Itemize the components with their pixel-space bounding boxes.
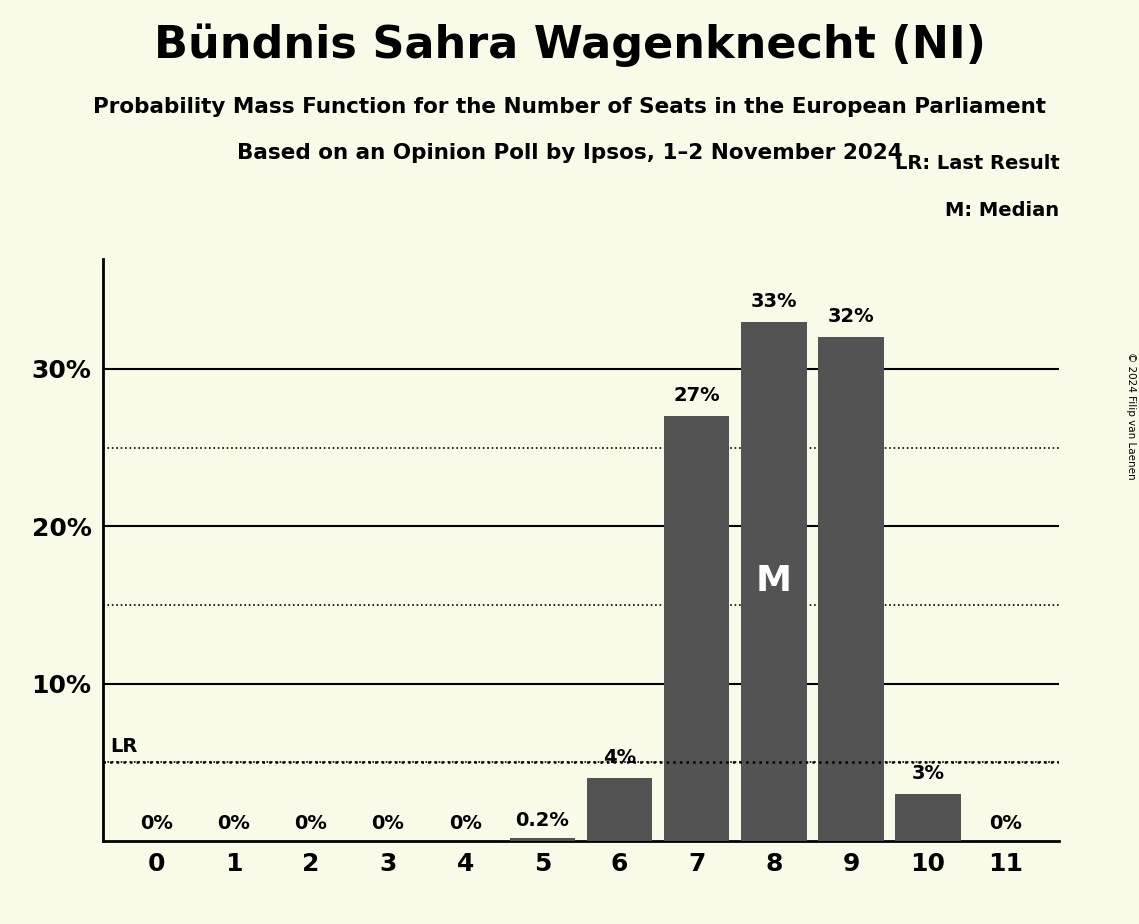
Bar xyxy=(818,337,884,841)
Bar xyxy=(509,838,575,841)
Text: Bündnis Sahra Wagenknecht (NI): Bündnis Sahra Wagenknecht (NI) xyxy=(154,23,985,67)
Text: Based on an Opinion Poll by Ipsos, 1–2 November 2024: Based on an Opinion Poll by Ipsos, 1–2 N… xyxy=(237,143,902,164)
Text: 3%: 3% xyxy=(911,763,944,783)
Text: 0%: 0% xyxy=(989,814,1022,833)
Text: 0%: 0% xyxy=(294,814,327,833)
Bar xyxy=(587,778,653,841)
Bar xyxy=(664,416,729,841)
Text: 0%: 0% xyxy=(371,814,404,833)
Text: 4%: 4% xyxy=(603,748,636,767)
Text: 0%: 0% xyxy=(449,814,482,833)
Text: 27%: 27% xyxy=(673,386,720,405)
Text: 33%: 33% xyxy=(751,292,797,310)
Text: 32%: 32% xyxy=(828,308,875,326)
Text: LR: Last Result: LR: Last Result xyxy=(894,154,1059,173)
Text: M: M xyxy=(756,565,792,598)
Text: 0%: 0% xyxy=(218,814,251,833)
Bar xyxy=(741,322,806,841)
Bar xyxy=(895,794,961,841)
Text: © 2024 Filip van Laenen: © 2024 Filip van Laenen xyxy=(1126,352,1136,480)
Text: 0%: 0% xyxy=(140,814,173,833)
Text: M: Median: M: Median xyxy=(945,201,1059,220)
Text: Probability Mass Function for the Number of Seats in the European Parliament: Probability Mass Function for the Number… xyxy=(93,97,1046,117)
Text: 0.2%: 0.2% xyxy=(515,811,570,830)
Text: LR: LR xyxy=(110,736,138,756)
